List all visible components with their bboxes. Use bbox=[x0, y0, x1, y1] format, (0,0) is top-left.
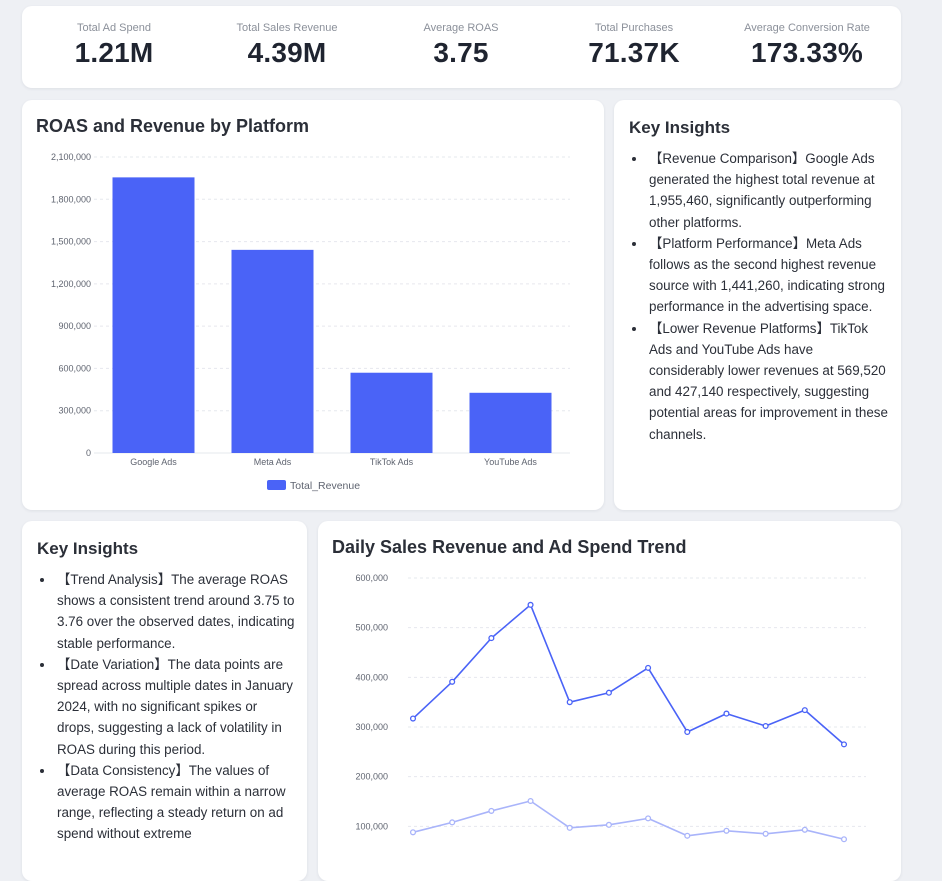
y-tick-label: 1,500,000 bbox=[51, 237, 91, 247]
x-tick-label: Meta Ads bbox=[254, 457, 292, 467]
data-point bbox=[527, 797, 534, 805]
data-point bbox=[488, 635, 495, 642]
x-tick-label: YouTube Ads bbox=[484, 457, 537, 467]
insight-item: 【Data Consistency】The values of average … bbox=[37, 760, 295, 845]
line-chart-title: Daily Sales Revenue and Ad Spend Trend bbox=[332, 537, 687, 557]
x-tick-label: TikTok Ads bbox=[370, 457, 414, 467]
y-tick-label: 2,100,000 bbox=[51, 152, 91, 162]
data-point bbox=[566, 824, 573, 831]
data-point bbox=[840, 741, 848, 748]
y-tick-label: 600,000 bbox=[58, 363, 91, 373]
data-point bbox=[762, 722, 769, 730]
data-point bbox=[723, 827, 730, 834]
y-tick-label: 300,000 bbox=[355, 722, 388, 732]
y-tick-label: 900,000 bbox=[58, 321, 91, 331]
kpi-label: Total Ad Spend bbox=[76, 22, 151, 34]
data-point bbox=[645, 664, 652, 671]
insights-title: Key Insights bbox=[37, 539, 139, 558]
y-tick-label: 1,200,000 bbox=[51, 279, 91, 289]
insight-item: 【Platform Performance】Meta Ads follows a… bbox=[629, 233, 889, 318]
data-point bbox=[684, 832, 691, 839]
data-point bbox=[801, 707, 808, 714]
data-point bbox=[527, 601, 534, 608]
data-point bbox=[409, 829, 417, 836]
kpi-value: 71.37K bbox=[588, 37, 680, 68]
kpi-label: Average Conversion Rate bbox=[744, 22, 870, 34]
data-point bbox=[723, 710, 730, 717]
y-tick-label: 1,800,000 bbox=[51, 194, 91, 204]
bar-google-ads bbox=[112, 177, 195, 453]
insight-item: 【Date Variation】The data points are spre… bbox=[37, 654, 295, 760]
data-point bbox=[449, 678, 456, 685]
legend-swatch bbox=[267, 480, 286, 490]
insight-item: 【Lower Revenue Platforms】TikTok Ads and … bbox=[629, 318, 889, 445]
key-insights-card-platform: Key Insights 【Revenue Comparison】Google … bbox=[614, 100, 901, 510]
insights-list: 【Trend Analysis】The average ROAS shows a… bbox=[37, 569, 295, 845]
y-tick-label: 300,000 bbox=[58, 406, 91, 416]
y-tick-label: 0 bbox=[86, 448, 91, 458]
bar-youtube-ads bbox=[469, 392, 552, 453]
data-point bbox=[801, 826, 808, 833]
kpi-average-conversion-rate: Average Conversion Rate 173.33% bbox=[722, 22, 892, 69]
y-tick-label: 400,000 bbox=[355, 672, 388, 682]
kpi-value: 3.75 bbox=[433, 37, 489, 68]
kpi-value: 173.33% bbox=[751, 37, 863, 68]
insight-item: 【Revenue Comparison】Google Ads generated… bbox=[629, 148, 889, 233]
data-point bbox=[488, 807, 495, 814]
y-tick-label: 100,000 bbox=[355, 821, 388, 831]
kpi-total-purchases: Total Purchases 71.37K bbox=[549, 22, 719, 69]
revenue-by-platform-card: ROAS and Revenue by Platform 0 300,000 600… bbox=[22, 100, 604, 510]
y-tick-label: 600,000 bbox=[355, 573, 388, 583]
bar-tiktok-ads bbox=[350, 372, 433, 453]
data-point bbox=[566, 699, 573, 706]
bar-chart: 0 300,000 600,000 900,000 1,200,000 1,500,000… bbox=[51, 152, 570, 492]
bar-chart-title: ROAS and Revenue by Platform bbox=[36, 116, 310, 136]
data-point bbox=[762, 830, 769, 837]
kpi-value: 1.21M bbox=[74, 37, 154, 68]
kpi-summary-card: Total Ad Spend 1.21M Total Sales Revenue… bbox=[22, 6, 901, 88]
data-point bbox=[605, 821, 612, 828]
data-point bbox=[449, 819, 456, 826]
insights-list: 【Revenue Comparison】Google Ads generated… bbox=[629, 148, 889, 445]
key-insights-card-roas: Key Insights 【Trend Analysis】The average… bbox=[22, 521, 307, 881]
kpi-label: Total Sales Revenue bbox=[236, 22, 338, 34]
line-chart: 100,000 200,000 300,000 400,000 500,000 600,0… bbox=[355, 573, 866, 843]
bar-meta-ads bbox=[231, 249, 314, 453]
kpi-label: Total Purchases bbox=[594, 22, 674, 34]
series-line-ad-spend bbox=[412, 800, 845, 841]
kpi-value: 4.39M bbox=[247, 37, 327, 68]
data-point bbox=[645, 815, 652, 822]
data-point bbox=[409, 715, 417, 722]
insights-title: Key Insights bbox=[629, 118, 731, 137]
insight-item: 【Trend Analysis】The average ROAS shows a… bbox=[37, 569, 295, 654]
y-tick-label: 500,000 bbox=[355, 623, 388, 633]
kpi-total-sales-revenue: Total Sales Revenue 4.39M bbox=[202, 22, 372, 69]
x-tick-label: Google Ads bbox=[130, 457, 177, 467]
kpi-average-roas: Average ROAS 3.75 bbox=[376, 22, 546, 69]
data-point bbox=[684, 728, 691, 736]
kpi-total-ad-spend: Total Ad Spend 1.21M bbox=[29, 22, 199, 69]
daily-trend-card: Daily Sales Revenue and Ad Spend Trend 1… bbox=[318, 521, 901, 881]
legend-label: Total_Revenue bbox=[290, 480, 360, 492]
data-point bbox=[840, 836, 848, 843]
data-point bbox=[605, 689, 612, 696]
kpi-label: Average ROAS bbox=[423, 22, 499, 34]
y-tick-label: 200,000 bbox=[355, 772, 388, 782]
series-line-sales-revenue bbox=[412, 604, 845, 745]
